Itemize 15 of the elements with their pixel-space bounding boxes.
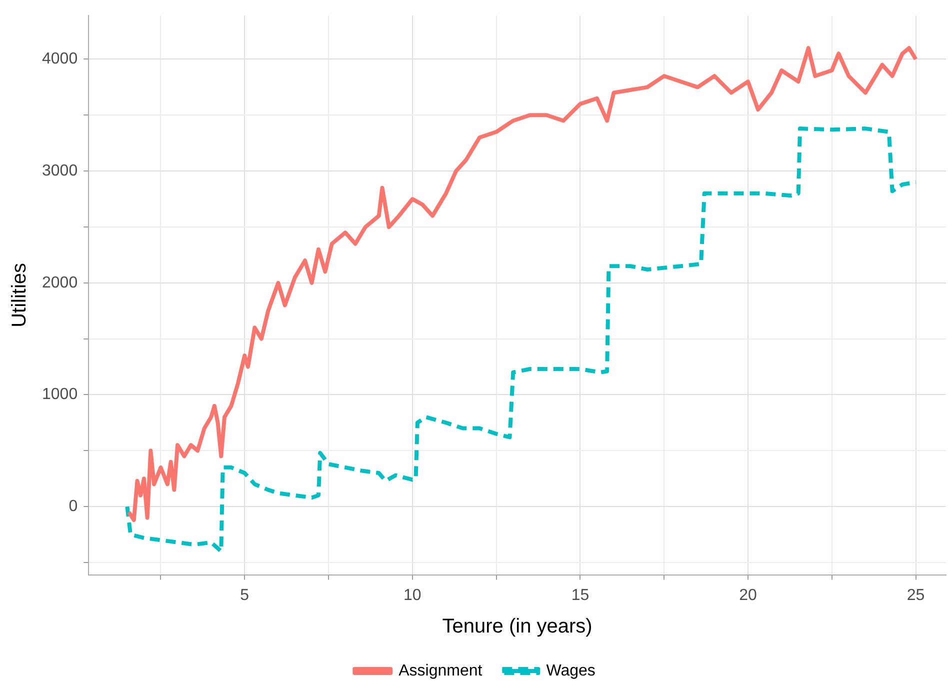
y-tick-label: 4000 xyxy=(42,50,78,68)
x-tick-label: 5 xyxy=(240,586,250,604)
y-tick-label: 0 xyxy=(68,498,78,515)
y-axis-title: Utilities xyxy=(8,262,31,328)
legend-label: Assignment xyxy=(398,662,483,680)
x-tick-label: 20 xyxy=(739,586,758,604)
legend-label: Wages xyxy=(546,662,596,680)
x-tick-label: 10 xyxy=(404,586,422,604)
y-tick-label: 3000 xyxy=(42,162,78,180)
x-tick-label: 15 xyxy=(571,586,590,604)
line-series xyxy=(125,126,918,554)
x-axis-title: Tenure (in years) xyxy=(442,616,592,638)
x-tick-label: 25 xyxy=(906,586,925,604)
y-tick-label: 2000 xyxy=(42,274,78,292)
y-tick-label: 1000 xyxy=(42,386,78,404)
